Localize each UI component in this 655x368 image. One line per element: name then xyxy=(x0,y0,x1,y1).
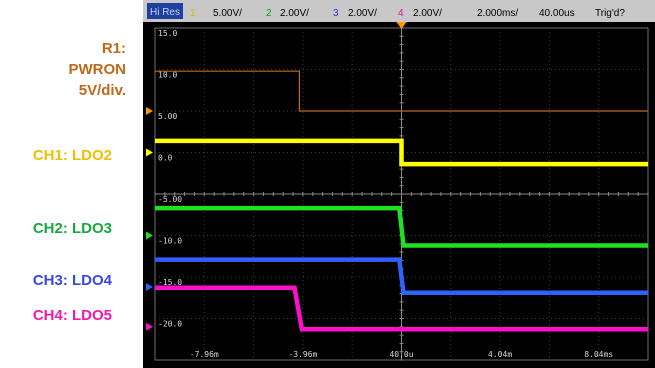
ch1-scale[interactable]: 5.00V/ xyxy=(213,8,242,19)
r1-label-line1: R1: xyxy=(101,40,126,57)
oscilloscope-screen: Hi Res 1 5.00V/ 2 2.00V/ 3 2.00V/ 4 2.00… xyxy=(143,0,655,368)
ch1-number: 1 xyxy=(190,8,196,19)
ch3-ground-marker xyxy=(146,282,153,291)
ch2-scale[interactable]: 2.00V/ xyxy=(280,8,309,19)
ch1-ground-marker xyxy=(146,148,153,157)
mode-badge-text: Hi Res xyxy=(150,7,180,18)
r1-label-line2: PWRON xyxy=(68,61,127,78)
delay[interactable]: 40.00us xyxy=(539,8,575,19)
header-background xyxy=(143,0,655,22)
r1-pwron-label: R1: PWRON 5V/div. xyxy=(14,38,127,101)
y-tick-label: 10.0 xyxy=(158,71,177,80)
y-tick-label: 5.00 xyxy=(158,112,177,121)
trace-ch1 xyxy=(155,138,648,167)
x-tick-label: 8.04ms xyxy=(584,350,613,359)
x-tick-label: 4.04m xyxy=(488,350,512,359)
scope-header: Hi Res 1 5.00V/ 2 2.00V/ 3 2.00V/ 4 2.00… xyxy=(143,0,655,22)
ch1-label: CH1: LDO2 xyxy=(32,147,112,164)
ch2-label: CH2: LDO3 xyxy=(32,220,112,237)
ch4-scale[interactable]: 2.00V/ xyxy=(413,8,442,19)
graticule: 15.0 10.0 5.00 0.0 -5.00 -10.0 -15.0 -20.0 -7.96… xyxy=(154,27,649,361)
trace-ch4 xyxy=(155,285,648,332)
channel-markers xyxy=(146,22,407,331)
trigger-status: Trig'd? xyxy=(595,8,625,19)
x-tick-label: 40.0u xyxy=(389,350,413,359)
x-tick-label: -3.96m xyxy=(288,350,317,359)
trigger-marker xyxy=(396,22,407,29)
x-tick-label: -7.96m xyxy=(190,350,219,359)
y-tick-label: -10.0 xyxy=(158,237,182,246)
ch2-ground-marker xyxy=(146,231,153,240)
trace-ch2 xyxy=(155,205,648,248)
traces xyxy=(155,70,648,332)
ch3-number: 3 xyxy=(333,8,339,19)
y-tick-label: 15.0 xyxy=(158,29,177,38)
y-tick-label: -20.0 xyxy=(158,320,182,329)
scope-plot: Hi Res 1 5.00V/ 2 2.00V/ 3 2.00V/ 4 2.00… xyxy=(143,0,655,361)
y-tick-label: 0.0 xyxy=(158,154,173,163)
ch3-scale[interactable]: 2.00V/ xyxy=(348,8,377,19)
ch4-number: 4 xyxy=(398,8,404,19)
ch4-label: CH4: LDO5 xyxy=(32,307,112,324)
trace-r1 xyxy=(155,70,648,112)
ch4-ground-marker xyxy=(146,322,153,331)
y-tick-label: -5.00 xyxy=(158,195,182,204)
mode-badge[interactable] xyxy=(147,3,183,19)
r1-ground-marker xyxy=(146,107,153,115)
trace-ch3 xyxy=(155,257,648,296)
timebase[interactable]: 2.000ms/ xyxy=(477,8,518,19)
ch3-label: CH3: LDO4 xyxy=(32,272,112,289)
ch2-number: 2 xyxy=(266,8,272,19)
r1-label-line3: 5V/div. xyxy=(78,82,126,99)
y-tick-label: -15.0 xyxy=(158,278,182,287)
